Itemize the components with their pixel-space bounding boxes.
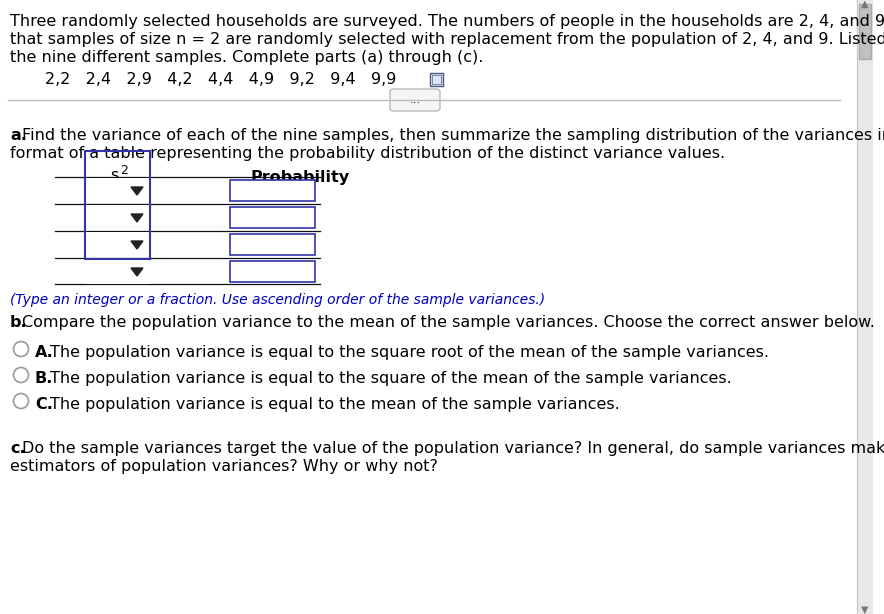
Bar (432, 75, 441, 84)
Circle shape (13, 368, 28, 383)
Text: 2,2   2,4   2,9   4,2   4,4   4,9   9,2   9,4   9,9: 2,2 2,4 2,9 4,2 4,4 4,9 9,2 9,4 9,9 (45, 72, 396, 87)
Text: s: s (110, 168, 118, 183)
Text: estimators of population variances? Why or why not?: estimators of population variances? Why … (10, 459, 438, 474)
Bar (85, 232, 150, 257)
Text: The population variance is equal to the square of the mean of the sample varianc: The population variance is equal to the … (50, 371, 732, 386)
Text: A.: A. (35, 345, 54, 360)
Text: ...: ... (409, 93, 421, 106)
Text: (Type an integer or a fraction. Use ascending order of the sample variances.): (Type an integer or a fraction. Use asce… (10, 293, 545, 307)
Bar (230, 261, 315, 282)
Text: ▲: ▲ (861, 0, 869, 9)
Bar (85, 151, 150, 259)
Bar (230, 234, 315, 255)
Text: ▼: ▼ (861, 605, 869, 614)
Bar (85, 259, 150, 284)
Circle shape (13, 341, 28, 357)
Circle shape (13, 394, 28, 408)
Bar (859, 4, 871, 59)
Text: Three randomly selected households are surveyed. The numbers of people in the ho: Three randomly selected households are s… (10, 14, 884, 29)
Text: The population variance is equal to the mean of the sample variances.: The population variance is equal to the … (50, 397, 620, 412)
Text: B.: B. (35, 371, 53, 386)
Text: Do the sample variances target the value of the population variance? In general,: Do the sample variances target the value… (22, 441, 884, 456)
Polygon shape (131, 268, 143, 276)
Text: that samples of size n = 2 are randomly selected with replacement from the popul: that samples of size n = 2 are randomly … (10, 32, 884, 47)
Text: a.: a. (10, 128, 27, 143)
Text: Probability: Probability (250, 170, 349, 185)
Bar (857, 0, 873, 614)
Bar (85, 178, 150, 203)
Text: format of a table representing the probability distribution of the distinct vari: format of a table representing the proba… (10, 146, 725, 161)
Bar (230, 180, 315, 201)
Text: 2: 2 (120, 164, 128, 177)
Bar (85, 205, 150, 230)
Polygon shape (131, 241, 143, 249)
FancyBboxPatch shape (390, 89, 440, 111)
Text: Find the variance of each of the nine samples, then summarize the sampling distr: Find the variance of each of the nine sa… (22, 128, 884, 143)
Text: The population variance is equal to the square root of the mean of the sample va: The population variance is equal to the … (50, 345, 769, 360)
Polygon shape (131, 187, 143, 195)
Bar (230, 207, 315, 228)
Polygon shape (131, 214, 143, 222)
Bar (430, 73, 443, 86)
Text: C.: C. (35, 397, 53, 412)
Text: c.: c. (10, 441, 26, 456)
Text: b.: b. (10, 315, 27, 330)
Text: Compare the population variance to the mean of the sample variances. Choose the : Compare the population variance to the m… (22, 315, 875, 330)
Text: the nine different samples. Complete parts (a) through (c).: the nine different samples. Complete par… (10, 50, 484, 65)
